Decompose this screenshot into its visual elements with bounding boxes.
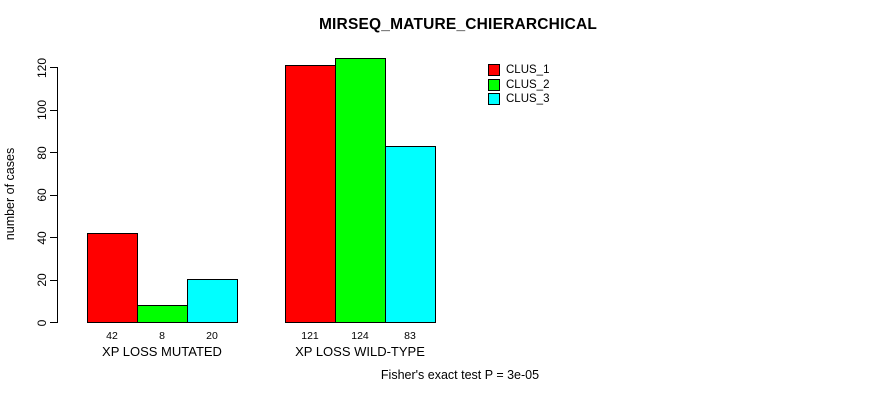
category-label: XP LOSS WILD-TYPE [295, 344, 425, 359]
legend-item-clus_3: CLUS_3 [488, 93, 549, 106]
y-tick-label: 20 [35, 273, 49, 287]
legend-swatch-clus_3 [488, 93, 500, 106]
y-axis-line [57, 67, 58, 323]
legend-item-clus_1: CLUS_1 [488, 64, 549, 77]
y-tick-mark [50, 194, 57, 196]
bar-clus_3-group1 [187, 279, 238, 323]
legend-swatch-clus_1 [488, 64, 500, 77]
y-tick-label: 60 [35, 188, 49, 202]
bar-value-label: 8 [159, 330, 165, 342]
y-tick-mark [50, 109, 57, 111]
y-tick-label: 80 [35, 145, 49, 160]
category-label: XP LOSS MUTATED [102, 344, 222, 359]
y-tick-label: 0 [35, 319, 49, 326]
legend-item-clus_2: CLUS_2 [488, 79, 549, 92]
bar-clus_1-group2 [285, 65, 336, 323]
bar-clus_2-group2 [335, 58, 386, 323]
legend-label: CLUS_2 [506, 78, 550, 91]
bar-value-label: 121 [301, 330, 319, 342]
bar-value-label: 42 [106, 330, 118, 342]
y-tick-mark [50, 67, 57, 68]
annotation-text: Fisher's exact test P = 3e-05 [380, 368, 540, 382]
chart-title: MIRSEQ_MATURE_CHIERARCHICAL [318, 16, 598, 33]
bar-clus_2-group1 [137, 305, 188, 323]
legend-label: CLUS_1 [506, 64, 550, 76]
y-tick-mark [50, 279, 57, 281]
y-tick-label: 100 [35, 99, 49, 121]
bar-value-label: 124 [351, 330, 369, 342]
y-tick-mark [50, 152, 57, 153]
y-tick-mark [50, 237, 57, 238]
bar-value-label: 20 [206, 330, 218, 342]
y-tick-label: 40 [35, 230, 49, 245]
bar-clus_3-group2 [385, 146, 436, 323]
legend-label: CLUS_3 [506, 93, 550, 105]
legend-swatch-clus_2 [488, 78, 500, 91]
bar-value-label: 83 [404, 330, 416, 342]
y-tick-label: 120 [35, 57, 49, 78]
bar-clus_1-group1 [87, 233, 138, 323]
y-tick-mark [50, 322, 57, 323]
legend: CLUS_1 CLUS_2 CLUS_3 [488, 64, 549, 106]
